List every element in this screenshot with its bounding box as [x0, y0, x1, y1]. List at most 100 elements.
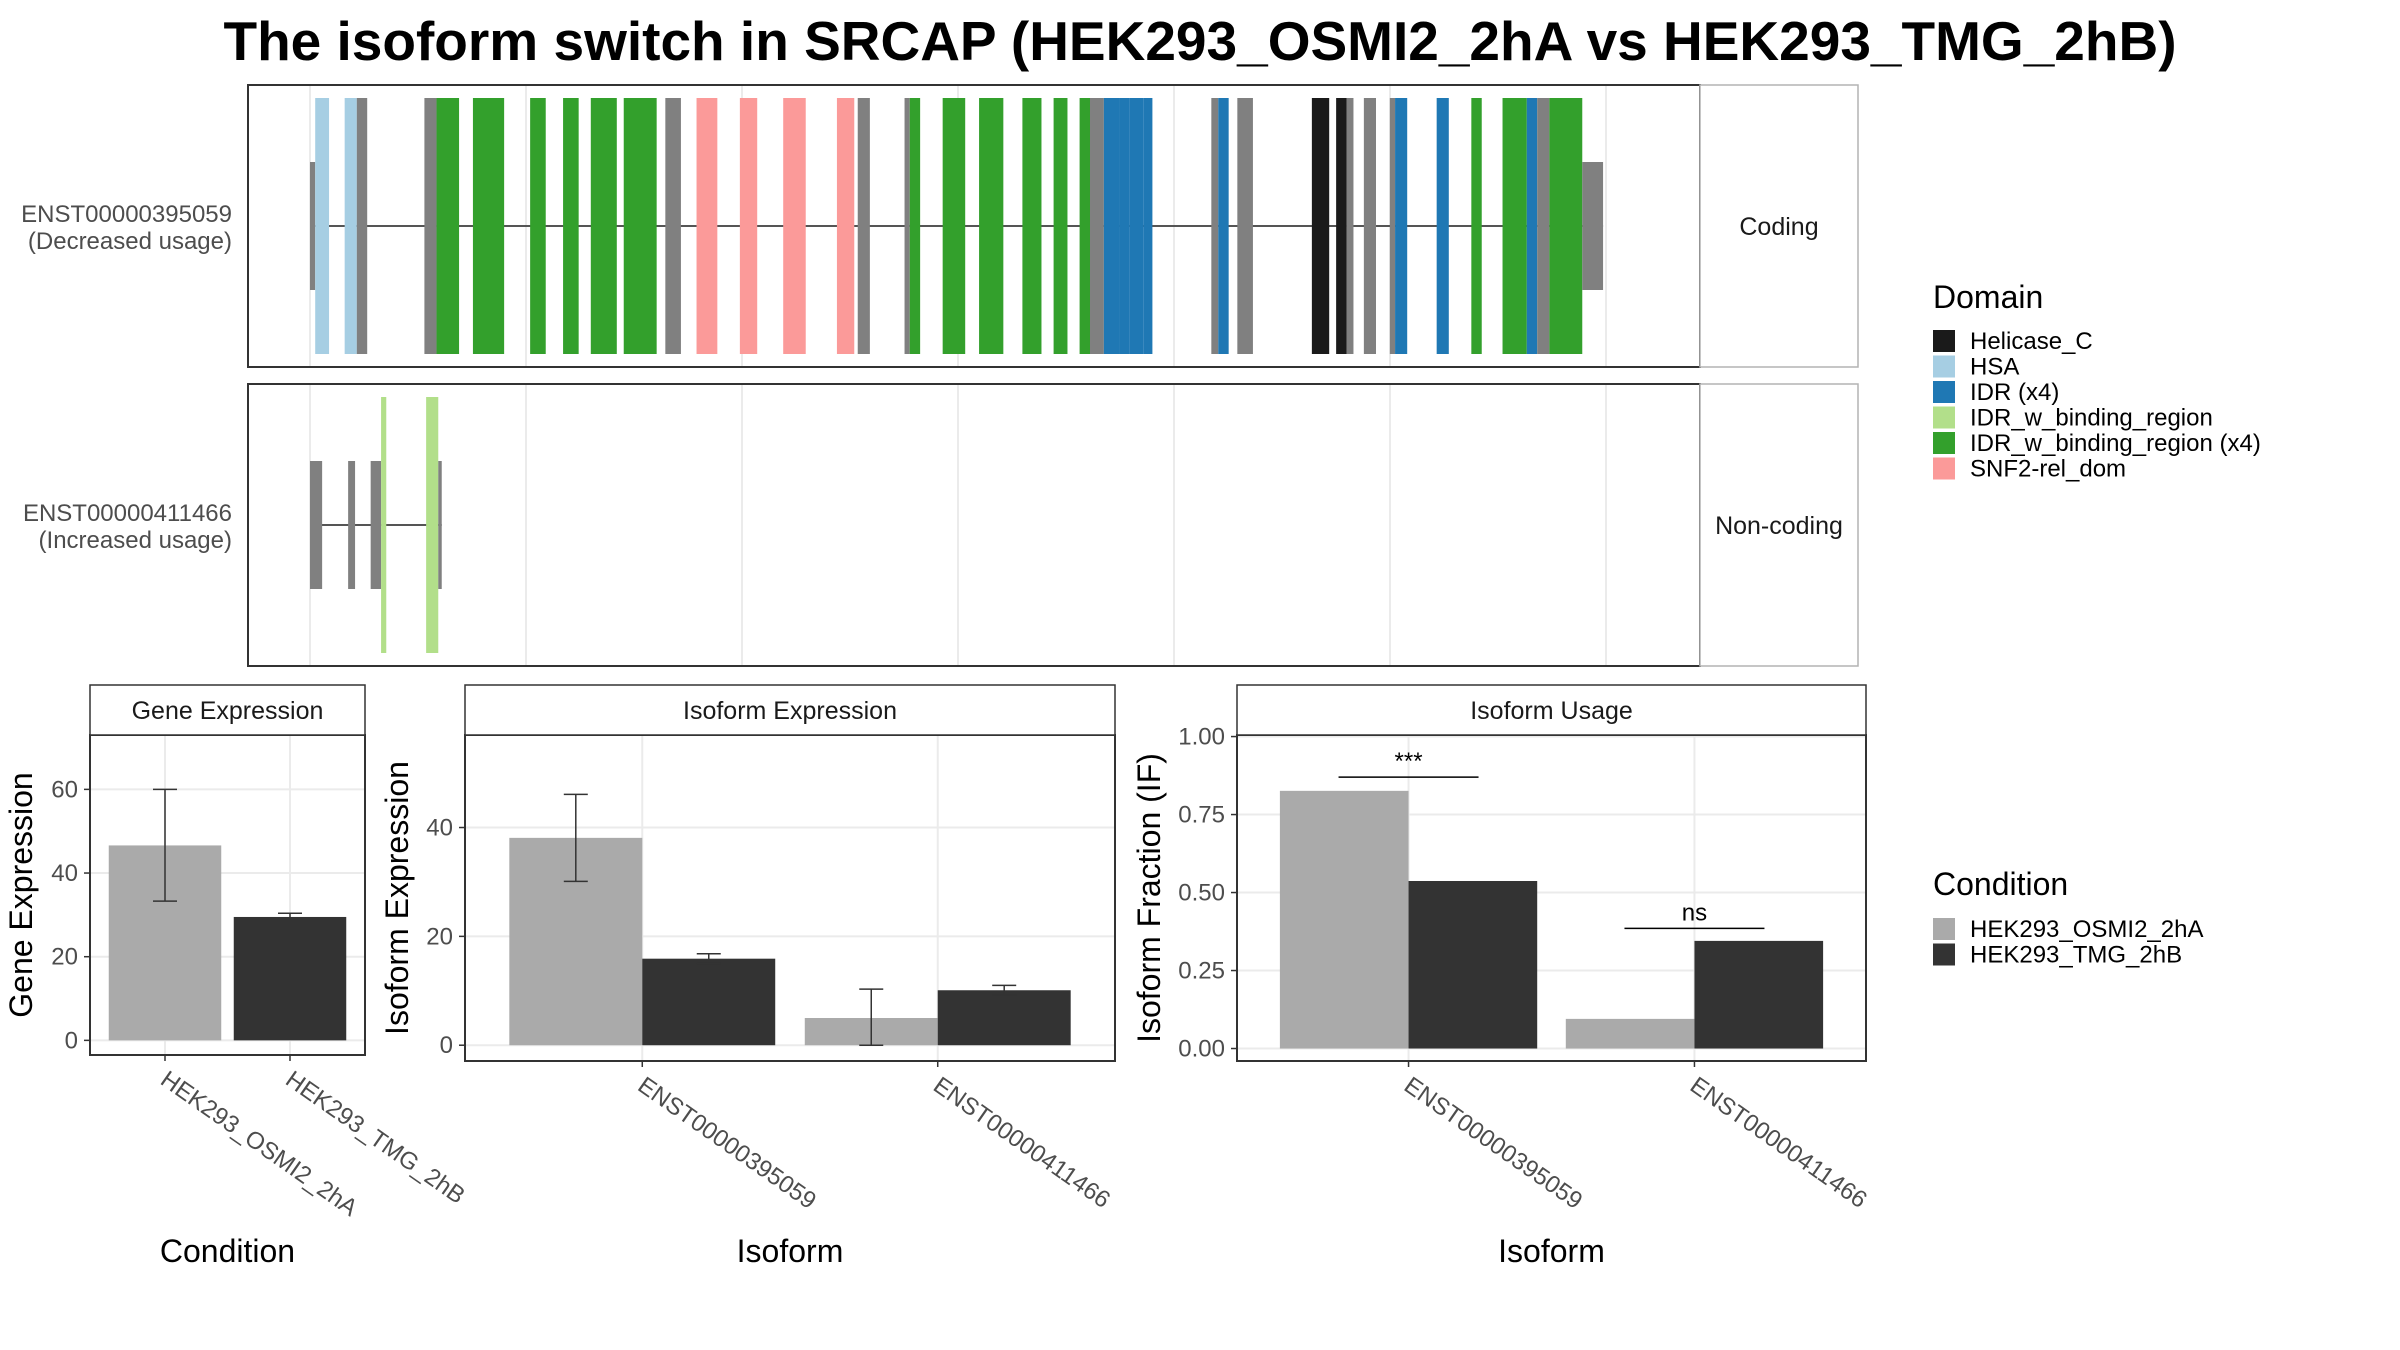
strip-header — [1236, 684, 1867, 736]
y-tick-label: 0.75 — [1178, 802, 1225, 829]
y-tick-label: 60 — [51, 776, 78, 803]
exon-utr — [370, 461, 382, 589]
legend-label-idr-w-binding-region: IDR_w_binding_region — [1970, 405, 2213, 432]
exon-utr — [438, 461, 442, 589]
y-tick-label: 40 — [51, 860, 78, 887]
coding-label: Coding — [1739, 213, 1818, 241]
exon-domain-idr-x4 — [1103, 98, 1120, 354]
exon-cds — [857, 98, 870, 354]
exon-domain-hsa — [315, 98, 330, 354]
x-axis-title: Isoform — [1498, 1233, 1605, 1269]
exon-domain-idr-w-binding-region-x4 — [1053, 98, 1068, 354]
panel-isoform-expression: Isoform Expression 0 20 40 ENST00000395059 EN… — [379, 684, 1116, 1269]
exon-domain-idr-w-binding-region-x4 — [1549, 98, 1583, 354]
exon-cds — [1389, 98, 1396, 354]
significance-label: ns — [1682, 899, 1707, 926]
coding-strip — [1699, 84, 1859, 368]
transcript-structure-panels: Coding ENST00000395059(Decreased usage) No… — [21, 84, 1859, 667]
panel-isoform-usage: *** ns Isoform Usage 0.00 0.25 0.50 0.75 1.00 EN… — [1131, 684, 1872, 1269]
y-axis-title: Gene Expression — [3, 772, 39, 1017]
exon-utr — [310, 461, 323, 589]
transcript-usage: (Increased usage) — [39, 527, 232, 554]
exon-domain-idr-w-binding-region-x4 — [1079, 98, 1090, 354]
legend-label-idr-x4: IDR (x4) — [1970, 379, 2059, 406]
exon-cds — [1090, 98, 1104, 354]
panel-background — [248, 384, 1700, 666]
y-tick-label: 0.25 — [1178, 958, 1225, 985]
transcript-name: ENST00000411466 — [23, 500, 232, 527]
bar-enst00000395059-hek293-tmg-2hb — [642, 958, 776, 1046]
x-axis-title: Condition — [160, 1233, 295, 1269]
coding-strip — [1699, 383, 1859, 667]
x-tick-label: ENST00000395059 — [633, 1072, 821, 1215]
exon-utr — [1582, 162, 1604, 290]
x-tick-label: HEK293_OSMI2_2hA — [156, 1066, 363, 1222]
exon-domain-idr-w-binding-region-x4 — [590, 98, 617, 354]
exon-domain-idr-w-binding-region-x4 — [979, 98, 1004, 354]
y-tick-label: 1.00 — [1178, 724, 1225, 751]
exon-cds — [356, 98, 368, 354]
exon-domain-snf2-rel-dom — [739, 98, 758, 354]
legend-label-snf2-rel-dom: SNF2-rel_dom — [1970, 456, 2126, 483]
bar-enst00000411466-hek293-tmg-2hb — [937, 990, 1071, 1046]
exon-domain-idr-x4 — [1395, 98, 1408, 354]
legend-swatch-snf2-rel-dom — [1933, 457, 1955, 480]
y-tick-label: 0.50 — [1178, 880, 1225, 907]
exon-domain-snf2-rel-dom — [783, 98, 806, 354]
strip-header — [464, 684, 1116, 736]
bar-hek293-tmg-2hb — [233, 916, 347, 1041]
exon-domain-idr-w-binding-region-x4 — [563, 98, 579, 354]
strip-header — [89, 684, 366, 736]
exon-domain-idr-w-binding-region-x4 — [436, 98, 460, 354]
exon-utr — [348, 461, 356, 589]
legend-swatch-idr-w-binding-region-x4 — [1933, 432, 1955, 454]
exon-cds — [1537, 98, 1550, 354]
strip-label: Isoform Expression — [683, 697, 897, 725]
bar-enst00000395059-hek293-osmi2-2ha — [1279, 790, 1409, 1049]
x-tick-label: ENST00000411466 — [928, 1072, 1115, 1214]
exon-domain-idr-x4 — [1129, 98, 1144, 354]
y-tick-label: 40 — [426, 815, 453, 842]
legend-label-hek293-osmi2-2ha: HEK293_OSMI2_2hA — [1970, 916, 2203, 943]
y-axis-title: Isoform Expression — [379, 761, 415, 1035]
legend-title: Condition — [1933, 866, 2068, 902]
exon-cds — [665, 98, 681, 354]
exon-domain-idr-x4 — [1119, 98, 1130, 354]
exon-domain-idr-w-binding-region-x4 — [1471, 98, 1482, 354]
y-tick-label: 0 — [65, 1027, 78, 1054]
y-axis-title: Isoform Fraction (IF) — [1131, 753, 1167, 1043]
y-tick-label: 0.00 — [1178, 1036, 1225, 1063]
strip-label: Isoform Usage — [1470, 697, 1633, 725]
transcript-panel-enst00000411466: Non-coding ENST00000411466(Increased usag… — [23, 383, 1859, 667]
exon-domain-idr-w-binding-region-x4 — [1022, 98, 1042, 354]
legend-swatch-hek293-tmg-2hb — [1933, 943, 1955, 966]
exon-domain-idr-w-binding-region-x4 — [530, 98, 546, 354]
y-tick-label: 20 — [51, 944, 78, 971]
coding-label: Non-coding — [1715, 512, 1843, 540]
x-axis-title: Isoform — [737, 1233, 844, 1269]
exon-domain-idr-w-binding-region-x4 — [909, 98, 921, 354]
legend-swatch-idr-x4 — [1933, 381, 1955, 403]
legend-swatch-hsa — [1933, 355, 1955, 378]
x-tick-label: ENST00000411466 — [1685, 1072, 1872, 1214]
exon-domain-helicase-c — [1311, 98, 1330, 354]
y-tick-label: 0 — [440, 1032, 453, 1059]
bar-chart-panels: Gene Expression0204060HEK293_OSMI2_2hAHE… — [3, 684, 1872, 1269]
transcript-panel-enst00000395059: Coding ENST00000395059(Decreased usage) — [21, 84, 1859, 368]
exon-domain-hsa — [344, 98, 357, 354]
exon-domain-idr-x4 — [1143, 98, 1153, 354]
legend-label-hsa: HSA — [1970, 354, 2019, 381]
exon-domain-idr-w-binding-region — [381, 397, 387, 653]
legend-swatch-hek293-osmi2-2ha — [1933, 918, 1955, 940]
exon-cds — [1237, 98, 1253, 354]
transcript-usage: (Decreased usage) — [28, 228, 232, 255]
exon-cds — [424, 98, 437, 354]
legend-title: Domain — [1933, 279, 2043, 315]
exon-domain-idr-w-binding-region-x4 — [623, 98, 657, 354]
exon-cds — [904, 98, 910, 354]
bar-enst00000411466-hek293-osmi2-2ha — [1565, 1018, 1695, 1049]
